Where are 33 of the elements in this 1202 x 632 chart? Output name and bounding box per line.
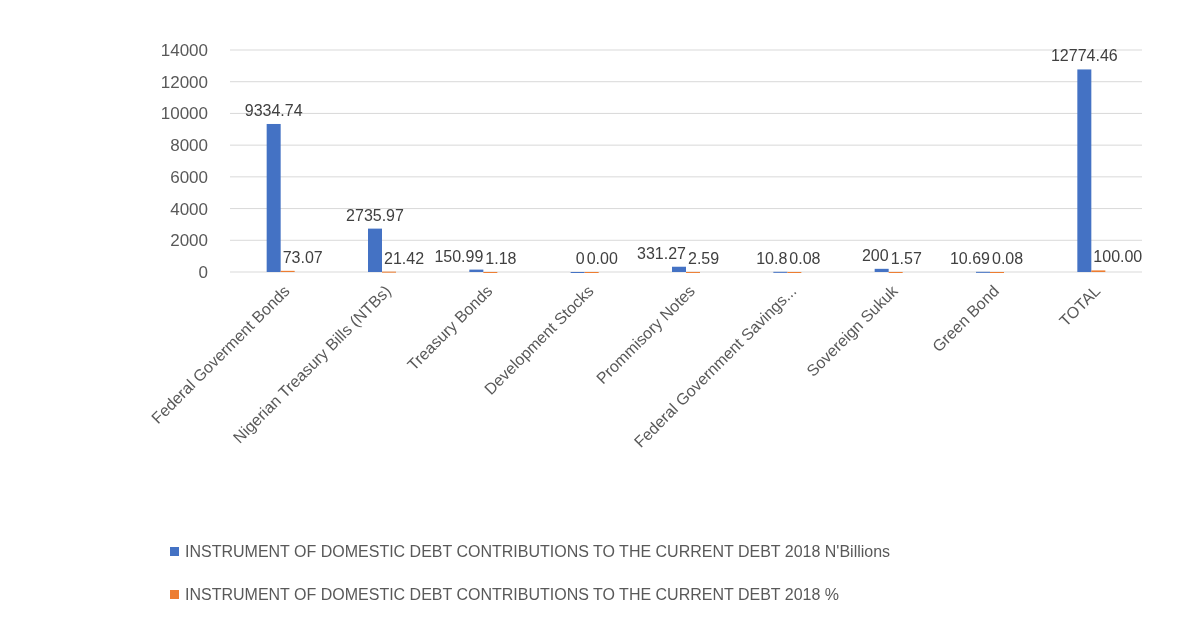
y-tick-label: 4000 [170,199,208,219]
legend-label: INSTRUMENT OF DOMESTIC DEBT CONTRIBUTIONS TO THE CURRENT DEBT 2018 % [185,586,840,603]
data-label: 12774.46 [1050,47,1118,65]
data-label: 21.42 [384,249,425,267]
data-label: 0 [575,250,585,267]
y-tick-label: 0 [198,263,208,282]
data-label: 10.69 [949,249,991,267]
data-label: 200 [861,246,889,264]
data-label: 1.18 [485,249,517,267]
data-label: 1.57 [890,249,922,267]
legend-label: INSTRUMENT OF DOMESTIC DEBT CONTRIBUTIONS TO THE CURRENT DEBT 2018 N'Billions [185,543,891,560]
data-label: 0.08 [789,250,821,267]
data-label: 73.07 [282,248,323,266]
bar [672,266,686,272]
data-label: 2.59 [688,249,720,267]
y-tick-label: 12000 [160,72,208,92]
y-tick-label: 10000 [160,104,208,124]
bar [266,123,281,272]
data-label: 10.8 [756,249,788,267]
data-label: 2735.97 [346,206,405,224]
data-label: 100.00 [1093,248,1143,266]
data-label: 150.99 [434,247,484,265]
data-label: 0.08 [992,250,1024,267]
y-tick-label: 8000 [170,136,208,156]
data-label: 9334.74 [244,101,303,119]
data-label: 0.00 [586,250,618,267]
data-label: 331.27 [637,244,687,262]
y-tick-label: 2000 [170,231,208,251]
y-tick-label: 6000 [170,167,208,187]
bar [368,228,382,272]
bar [874,268,889,272]
y-tick-label: 14000 [160,41,208,60]
bar [1077,69,1092,272]
